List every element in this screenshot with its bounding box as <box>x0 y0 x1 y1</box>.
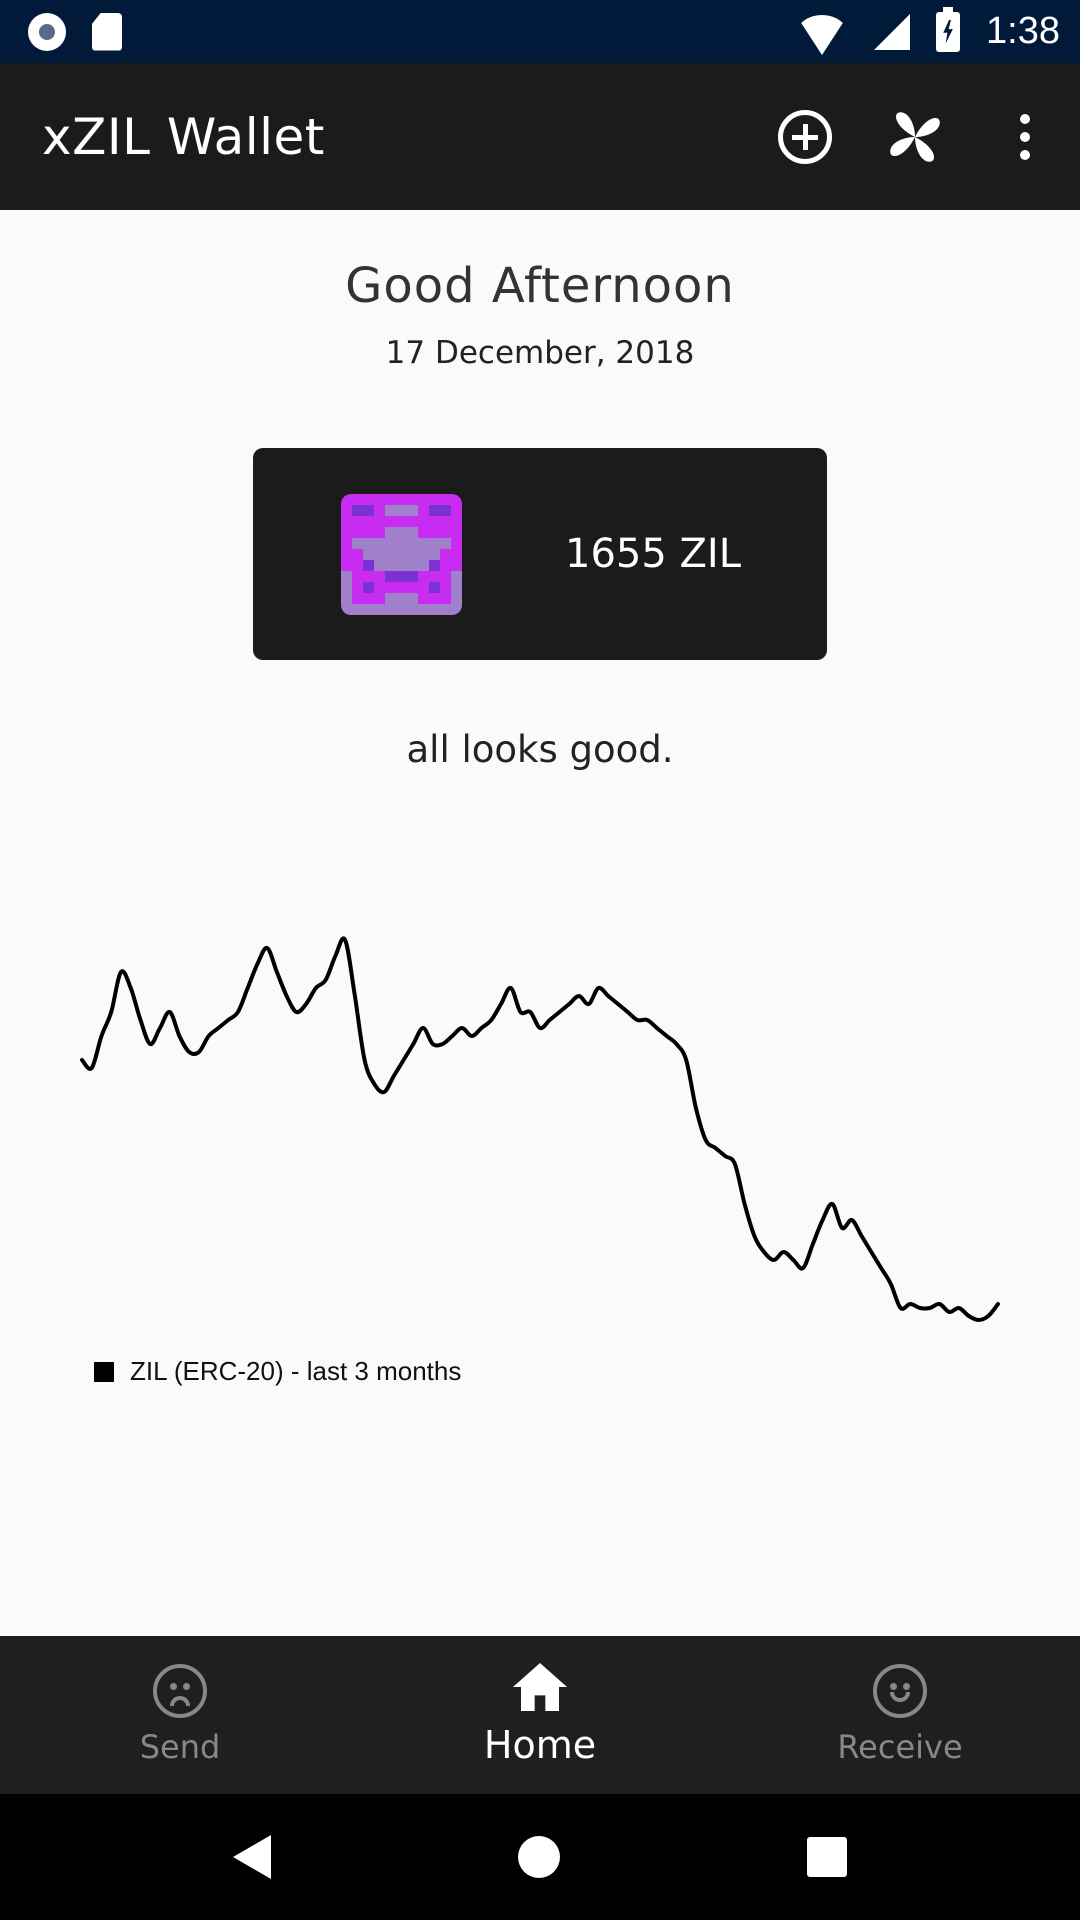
add-wallet-button[interactable] <box>750 82 860 192</box>
app-bar: xZIL Wallet <box>0 63 1080 210</box>
nav-home-label: Home <box>483 1723 597 1767</box>
balance-amount: 1655 ZIL <box>565 531 741 577</box>
sd-card-icon <box>92 12 122 51</box>
date: 17 December, 2018 <box>385 335 695 371</box>
balance-card[interactable]: 1655 ZIL <box>253 448 827 660</box>
greeting: Good Afternoon <box>345 258 735 314</box>
cell-signal-icon <box>874 13 911 50</box>
status-time: 1:38 <box>986 10 1060 52</box>
identicon-avatar <box>341 494 462 615</box>
overflow-menu-button[interactable] <box>970 82 1080 192</box>
status-left <box>28 12 122 51</box>
status-bar: 1:38 <box>0 0 1080 63</box>
more-vert-icon <box>1020 113 1030 160</box>
status-right: 1:38 <box>796 6 1060 55</box>
wifi-icon <box>796 14 849 55</box>
status-message: all looks good. <box>406 728 674 771</box>
legend-swatch <box>94 1361 114 1382</box>
home-icon <box>513 1663 567 1713</box>
sad-face-icon <box>153 1664 207 1718</box>
pinwheel-icon <box>890 111 940 162</box>
app-title: xZIL Wallet <box>42 107 325 166</box>
screen-record-icon <box>28 12 66 51</box>
chart-legend: ZIL (ERC-20) - last 3 months <box>94 1356 461 1387</box>
nav-send[interactable]: Send <box>0 1636 360 1794</box>
pinwheel-button[interactable] <box>860 82 970 192</box>
nav-home[interactable]: Home <box>360 1636 720 1794</box>
home-circle-icon[interactable] <box>517 1836 560 1878</box>
nav-send-label: Send <box>139 1728 221 1766</box>
app-bar-actions <box>750 63 1080 210</box>
legend-label: ZIL (ERC-20) - last 3 months <box>130 1356 462 1386</box>
happy-face-icon <box>873 1664 927 1718</box>
add-circle-icon <box>778 109 832 164</box>
bottom-navigation: Send Home Receive <box>0 1636 1080 1794</box>
battery-charging-icon <box>936 6 961 52</box>
price-chart <box>0 900 1080 1340</box>
chart-series-line <box>80 936 1000 1322</box>
recents-square-icon[interactable] <box>806 1837 847 1877</box>
nav-receive-label: Receive <box>837 1728 963 1766</box>
nav-receive[interactable]: Receive <box>720 1636 1080 1794</box>
system-navigation-bar <box>0 1794 1080 1920</box>
back-triangle-icon[interactable] <box>233 1835 272 1879</box>
